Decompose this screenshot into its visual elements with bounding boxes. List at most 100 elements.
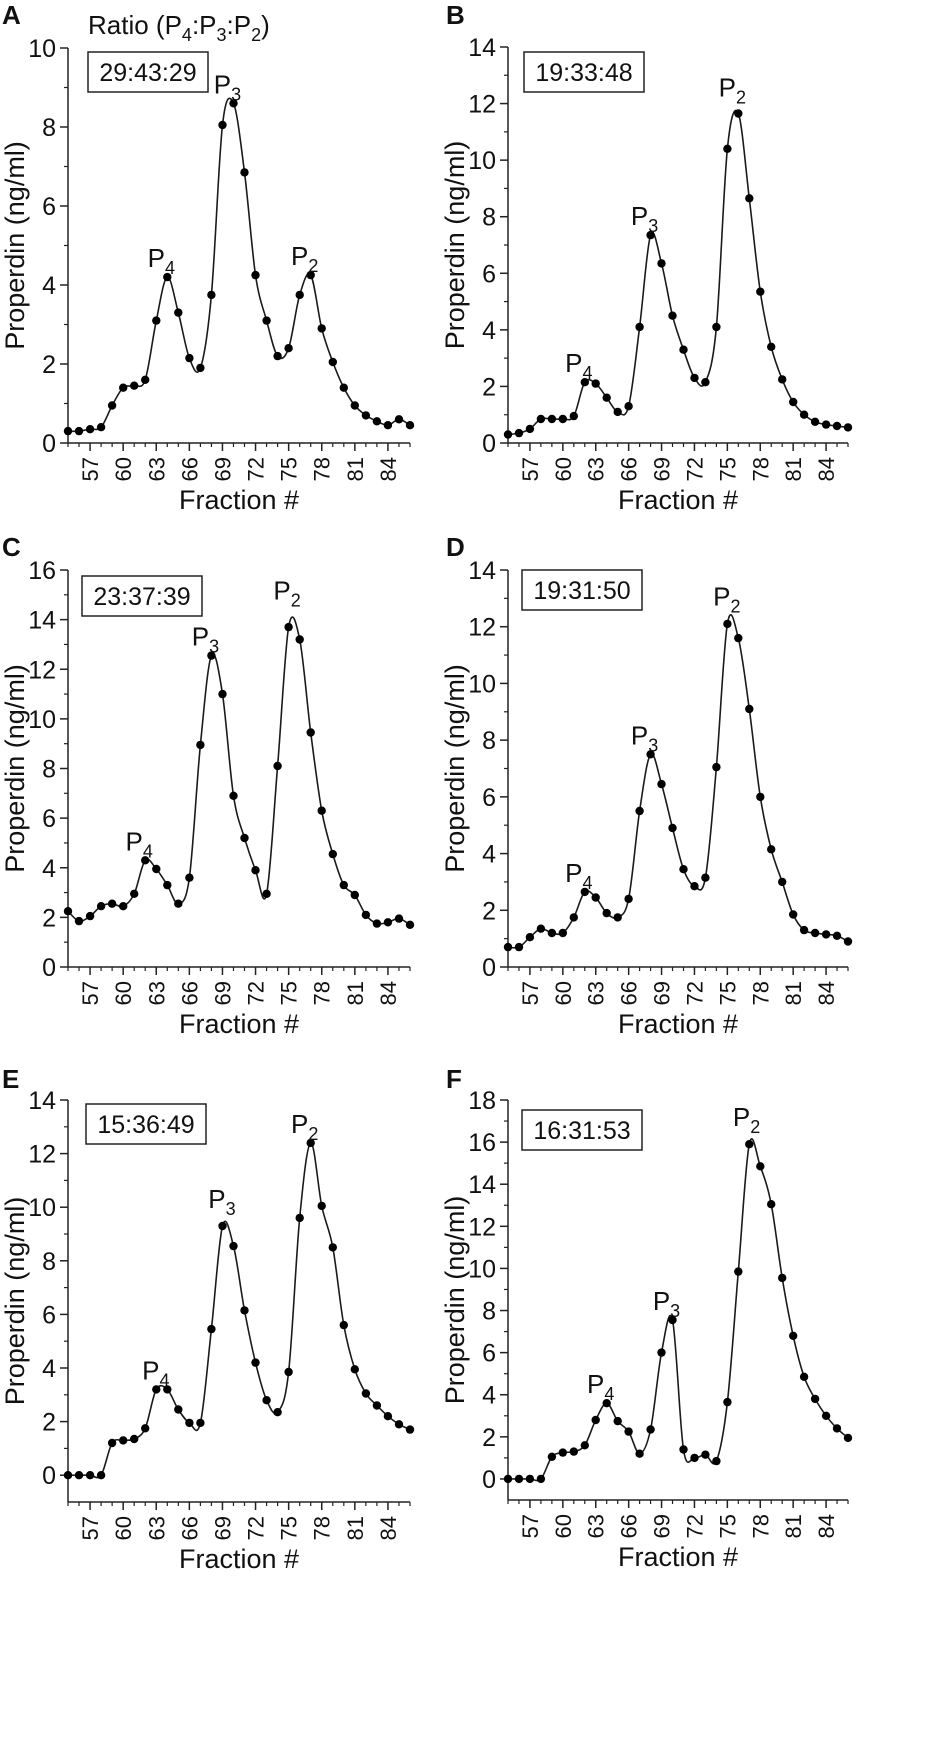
panel-d-xtick-label: 66 [617, 981, 642, 1005]
panel-b-data-point [756, 287, 765, 296]
panel-c-series-line [67, 616, 411, 926]
panel-f-ytick-label: 18 [468, 1087, 496, 1115]
panel-f-data-point [580, 1441, 589, 1450]
ratio-header-p2-sub: 2 [251, 25, 261, 45]
panel-b-data-point [734, 109, 743, 118]
panel-c-ytick-label: 12 [28, 656, 56, 684]
panel-e-peak-label-main: P [142, 1355, 159, 1385]
panel-c-data-point [328, 849, 337, 859]
panel-c-peak-label-main: P [273, 576, 290, 606]
panel-d-data-point [799, 925, 809, 935]
panel-c-y-axis-label: Properdin (ng/ml) [0, 664, 30, 873]
panel-f-y-axis-label: Properdin (ng/ml) [440, 1196, 470, 1405]
panel-b-x-axis-label: Fraction # [618, 485, 738, 515]
panel-e-xtick-label: 81 [343, 1516, 368, 1540]
panel-c-peak-label-sub: 4 [143, 841, 153, 861]
panel-b-data-point [690, 373, 699, 383]
panel-f-peak-label-main: P [653, 1286, 670, 1316]
panel-b-xtick-label: 66 [617, 457, 642, 481]
panel-a-xtick-label: 75 [277, 457, 302, 481]
panel-e-peak-label: P4 [142, 1355, 169, 1390]
panel-b-peak-label-sub: 3 [648, 216, 658, 236]
panel-b-series-line [507, 109, 849, 436]
panel-f-ytick-label: 10 [468, 1255, 496, 1283]
panel-f-data-point [799, 1372, 809, 1382]
panel-a-data-point [85, 425, 95, 434]
panel-b-ytick-label: 6 [482, 260, 496, 288]
panel-e-xtick-label: 78 [310, 1516, 335, 1540]
panel-d-data-point [690, 882, 699, 891]
panel-c-data-point [306, 728, 315, 737]
panel-c-peak-label-sub: 3 [209, 637, 219, 657]
panel-f-xtick-label: 75 [715, 1514, 740, 1538]
panel-b-xtick-label: 72 [682, 457, 707, 481]
panel-a-data-point [229, 99, 238, 108]
panel-b-data-point [723, 144, 732, 153]
panel-d-ratio-text: 19:31:50 [533, 577, 630, 605]
panel-d-data-point [810, 928, 820, 938]
panel-c-xtick-label: 57 [78, 981, 103, 1005]
panel-b-data-point [657, 259, 666, 268]
panel-c-xtick-label: 69 [210, 981, 235, 1005]
panel-f-data-point [723, 1397, 732, 1407]
panel-d-ytick-label: 12 [468, 614, 496, 642]
panel-b-data-point [843, 423, 853, 432]
panel-e-ytick-label: 6 [42, 1301, 56, 1329]
panel-d-data-point [580, 887, 589, 897]
panel-c-xtick-label: 72 [244, 981, 269, 1005]
panel-f-data-point [536, 1474, 546, 1484]
panel-d-data-point [701, 873, 710, 882]
panel-c-peak-label-main: P [192, 622, 209, 652]
panel-b-peak-label-main: P [565, 348, 582, 378]
panel-f-data-point [569, 1447, 578, 1456]
panel-c-data-point [185, 873, 194, 882]
panel-b-data-point [591, 379, 600, 388]
panel-f-xtick-label: 81 [781, 1514, 806, 1538]
panel-f-data-point [832, 1424, 842, 1433]
panel-c-data-point [130, 889, 139, 898]
panel-c-data-point [152, 864, 161, 874]
panel-a-data-point [240, 168, 249, 177]
panel-e-data-point [130, 1434, 139, 1444]
panel-b-ytick-label: 14 [468, 34, 496, 62]
panel-c-peak-label: P4 [126, 826, 153, 861]
panel-a-data-point [163, 272, 172, 282]
panel-c-letter: C [2, 532, 21, 562]
panel-c-data-point [394, 914, 404, 923]
panel-e-data-point [383, 1412, 393, 1421]
panel-b-letter: B [446, 0, 465, 30]
panel-a-peak-label: P4 [148, 243, 175, 278]
panel-c-data-point [273, 761, 282, 771]
panel-a-xtick-label: 78 [310, 457, 335, 481]
panel-c-xtick-label: 78 [310, 981, 335, 1005]
panel-b-data-point [668, 311, 677, 320]
panel-a-data-point [405, 421, 415, 430]
panel-a-data-point [251, 270, 260, 280]
panel-f-peak-label-main: P [587, 1369, 604, 1399]
panel-c-ytick-label: 8 [42, 756, 56, 784]
panel-b-data-point [789, 397, 798, 407]
panel-e-xtick-label: 75 [277, 1516, 302, 1540]
panel-a-data-point [295, 290, 304, 300]
panel-e-data-point [295, 1213, 304, 1223]
panel-a-data-point [218, 120, 227, 130]
panel-a-data-point [196, 363, 205, 373]
panel-b-xtick-label: 60 [551, 457, 576, 481]
panel-e-data-point [328, 1243, 337, 1252]
panel-e-data-point [119, 1436, 128, 1445]
panel-f-data-point [745, 1140, 754, 1149]
panel-e-data-point [372, 1401, 382, 1410]
panel-f-data-point [668, 1315, 677, 1325]
panel-d-xtick-label: 57 [518, 981, 543, 1005]
panel-b-data-point [832, 421, 842, 431]
panel-b-data-point [602, 393, 611, 402]
panel-f-data-point [690, 1453, 699, 1463]
panel-e-peak-label: P2 [291, 1109, 318, 1144]
panel-a-ytick-label: 2 [42, 351, 56, 379]
panel-c-xtick-label: 84 [376, 981, 401, 1005]
panel-d-x-axis-label: Fraction # [618, 1009, 738, 1039]
panel-b-xtick-label: 81 [781, 457, 806, 481]
panel-a-data-point [107, 401, 117, 410]
panel-c-data-point [405, 920, 415, 929]
panel-f-peak-label-main: P [733, 1102, 750, 1132]
